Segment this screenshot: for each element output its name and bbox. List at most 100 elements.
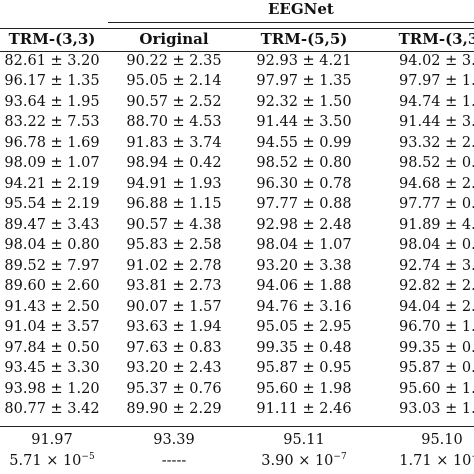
table-cell: 93.64 ± 1.95: [4, 93, 100, 110]
table-cell: 98.04 ± 0.80: [4, 237, 100, 253]
table-cell: 95.10: [421, 432, 463, 448]
table-cell: 95.87 ± 0.95: [256, 360, 352, 376]
table-cell: 90.22 ± 2.35: [126, 52, 222, 69]
table-cell: 91.04 ± 3.57: [4, 319, 100, 335]
table-row: 80.77 ± 3.42 89.90 ± 2.29 91.11 ± 2.46 93.0…: [0, 400, 474, 418]
top-rule: [0, 28, 474, 29]
table-cell: 97.77 ± 0.88: [256, 196, 352, 212]
table-cell: 93.03 ± 1.9: [399, 401, 474, 417]
table-cell: 98.94 ± 0.42: [126, 155, 222, 171]
table-cell: 95.60 ± 1.98: [256, 380, 352, 397]
table-cell: 92.74 ± 3.6: [399, 257, 474, 274]
average-row: 91.97 93.39 95.11 95.10: [0, 431, 474, 449]
p-exponent: −5: [471, 452, 474, 462]
table-cell: 90.57 ± 4.38: [126, 216, 222, 233]
table-cell: 97.84 ± 0.50: [4, 339, 100, 356]
table-cell: 95.87 ± 0.9: [399, 360, 474, 376]
table-cell: 96.70 ± 1.8: [399, 319, 474, 335]
table-cell: 90.57 ± 2.52: [126, 93, 222, 110]
table-cell: 96.17 ± 1.35: [4, 73, 100, 89]
table-cell: 94.06 ± 1.88: [256, 278, 352, 294]
header-rule: [0, 51, 474, 52]
table-cell: 98.09 ± 1.07: [4, 155, 100, 171]
table-row: 89.47 ± 3.43 90.57 ± 4.38 92.98 ± 2.48 91.8…: [0, 216, 474, 234]
p-exponent: −5: [81, 452, 95, 462]
table-cell: 94.91 ± 1.93: [126, 175, 222, 192]
table-cell: 91.43 ± 2.50: [4, 298, 100, 315]
table-cell: 93.63 ± 1.94: [126, 319, 222, 335]
table-cell: 89.47 ± 3.43: [4, 216, 100, 233]
table-cell: 89.52 ± 7.97: [4, 257, 100, 274]
table-cell: 97.77 ± 0.8: [399, 196, 474, 212]
table-cell: 88.70 ± 4.53: [126, 114, 222, 130]
table-cell: 94.04 ± 2.2: [399, 298, 474, 315]
group-title-eegnet: EEGNet: [268, 0, 334, 18]
table-cell: 95.11: [283, 432, 325, 448]
table-cell: 96.30 ± 0.78: [256, 175, 352, 192]
table-cell: 92.93 ± 4.21: [256, 52, 352, 69]
table-cell: 80.77 ± 3.42: [4, 401, 100, 417]
table-cell: 82.61 ± 3.20: [4, 52, 100, 69]
table-row: 82.61 ± 3.20 90.22 ± 2.35 92.93 ± 4.21 94.0…: [0, 52, 474, 70]
table-cell: 91.97: [31, 432, 73, 448]
table-cell: 95.37 ± 0.76: [126, 380, 222, 397]
table-cell: 97.63 ± 0.83: [126, 339, 222, 356]
table-row: 83.22 ± 7.53 88.70 ± 4.53 91.44 ± 3.50 91.4…: [0, 113, 474, 131]
table-cell: 95.54 ± 2.19: [4, 196, 100, 212]
p-mantissa: 3.90 × 10: [261, 453, 334, 469]
header-row: TRM-(3,3) Original TRM-(5,5) TRM-(3,3): [0, 30, 474, 48]
table-cell: 1.71 × 10−5: [376, 452, 474, 470]
table-cell: 95.05 ± 2.95: [256, 319, 352, 335]
table-row: 91.43 ± 2.50 90.07 ± 1.57 94.76 ± 3.16 94.0…: [0, 298, 474, 316]
table-cell: 94.68 ± 2.4: [399, 175, 474, 192]
table-row: 94.21 ± 2.19 94.91 ± 1.93 96.30 ± 0.78 94.6…: [0, 175, 474, 193]
p-exponent: −7: [333, 452, 347, 462]
table-row: 96.78 ± 1.69 91.83 ± 3.74 94.55 ± 0.99 93.3…: [0, 134, 474, 152]
table-cell: 93.45 ± 3.30: [4, 360, 100, 376]
group-underline: [108, 22, 474, 23]
table-cell: 94.02 ± 3.2: [399, 52, 474, 69]
table-cell: 93.98 ± 1.20: [4, 380, 100, 397]
header-cell: TRM-(5,5): [260, 30, 348, 48]
table-cell: 89.90 ± 2.29: [126, 401, 222, 417]
table-cell: -----: [161, 453, 187, 469]
table-row: 95.54 ± 2.19 96.88 ± 1.15 97.77 ± 0.88 97.7…: [0, 195, 474, 213]
table-row: 93.45 ± 3.30 93.20 ± 2.43 95.87 ± 0.95 95.8…: [0, 359, 474, 377]
table-cell: 98.52 ± 0.8: [399, 155, 474, 171]
table-row: 98.04 ± 0.80 95.83 ± 2.58 98.04 ± 1.07 98.0…: [0, 236, 474, 254]
table-row: 98.09 ± 1.07 98.94 ± 0.42 98.52 ± 0.80 98.5…: [0, 154, 474, 172]
table-row: 91.04 ± 3.57 93.63 ± 1.94 95.05 ± 2.95 96.7…: [0, 318, 474, 336]
table-cell: 94.21 ± 2.19: [4, 175, 100, 192]
table-cell: 91.44 ± 3.50: [256, 114, 352, 130]
table-cell: 93.20 ± 2.43: [126, 360, 222, 376]
table-row: 93.98 ± 1.20 95.37 ± 0.76 95.60 ± 1.98 95.6…: [0, 380, 474, 398]
table-cell: 92.32 ± 1.50: [256, 93, 352, 110]
table-row: 93.64 ± 1.95 90.57 ± 2.52 92.32 ± 1.50 94.7…: [0, 93, 474, 111]
table-cell: 83.22 ± 7.53: [4, 114, 100, 130]
header-cell: TRM-(3,3): [8, 30, 96, 48]
header-cell: TRM-(3,3): [398, 30, 474, 48]
p-value-row: 5.71 × 10−5 ----- 3.90 × 10−7 1.71 × 10−…: [0, 452, 474, 470]
table-cell: 98.04 ± 0.8: [399, 237, 474, 253]
table-cell: 91.83 ± 3.74: [126, 134, 222, 151]
table-cell: 5.71 × 10−5: [0, 452, 110, 470]
table-cell: 99.35 ± 0.4: [399, 339, 474, 356]
table-cell: 91.11 ± 2.46: [256, 401, 352, 417]
table-row: 89.52 ± 7.97 91.02 ± 2.78 93.20 ± 3.38 92.7…: [0, 257, 474, 275]
table-cell: 97.97 ± 1.35: [256, 73, 352, 89]
table-cell: 96.78 ± 1.69: [4, 134, 100, 151]
table-cell: 97.97 ± 1.3: [399, 73, 474, 89]
table-cell: 98.04 ± 1.07: [256, 237, 352, 253]
table-row: 97.84 ± 0.50 97.63 ± 0.83 99.35 ± 0.48 99.3…: [0, 339, 474, 357]
table-cell: 94.55 ± 0.99: [256, 134, 352, 151]
table-row: 89.60 ± 2.60 93.81 ± 2.73 94.06 ± 1.88 92.8…: [0, 277, 474, 295]
table-cell: 95.05 ± 2.14: [126, 73, 222, 89]
summary-rule: [0, 426, 474, 427]
table-cell: 95.60 ± 1.7: [399, 380, 474, 397]
table-cell: 91.44 ± 3.6: [399, 114, 474, 130]
table-cell: 99.35 ± 0.48: [256, 339, 352, 356]
table-cell: 96.88 ± 1.15: [126, 196, 222, 212]
table-cell: 93.81 ± 2.73: [126, 278, 222, 294]
table-cell: 93.39: [153, 432, 195, 448]
